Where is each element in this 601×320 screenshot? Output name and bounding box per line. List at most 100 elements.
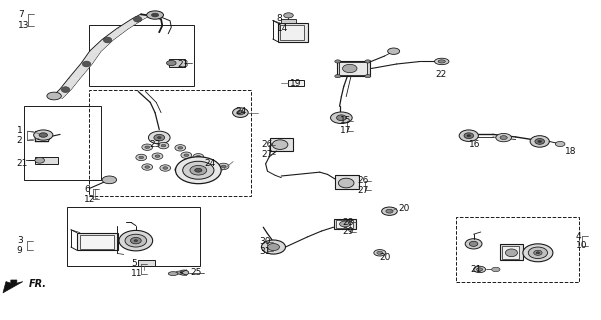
Text: 10: 10 [576,241,587,250]
Text: 26: 26 [358,176,369,185]
Ellipse shape [343,64,357,73]
Ellipse shape [35,157,44,163]
Ellipse shape [175,145,186,151]
Polygon shape [51,90,71,99]
Ellipse shape [82,61,91,67]
Ellipse shape [386,209,393,213]
Ellipse shape [374,250,386,256]
Ellipse shape [340,221,350,227]
Ellipse shape [534,250,542,255]
Polygon shape [90,40,113,51]
Polygon shape [132,14,152,19]
Ellipse shape [139,156,144,159]
Bar [270,138,293,151]
Ellipse shape [142,144,153,150]
Ellipse shape [147,11,163,19]
Ellipse shape [161,144,166,147]
Ellipse shape [103,37,112,43]
Text: 27: 27 [358,186,369,195]
Ellipse shape [337,115,346,121]
Ellipse shape [335,75,341,78]
Text: 23: 23 [149,140,160,149]
Ellipse shape [61,87,70,92]
Ellipse shape [181,152,192,158]
Ellipse shape [205,166,216,172]
Text: 9: 9 [17,246,23,255]
Ellipse shape [178,168,183,171]
Ellipse shape [168,272,178,276]
Polygon shape [69,64,92,78]
Ellipse shape [365,60,371,63]
Text: 4: 4 [576,232,581,241]
Text: 7: 7 [18,10,24,19]
Ellipse shape [535,139,545,144]
Text: 13: 13 [18,21,29,30]
Ellipse shape [237,110,244,115]
Ellipse shape [505,249,517,257]
Ellipse shape [382,207,397,215]
Ellipse shape [335,60,341,63]
Ellipse shape [190,167,201,173]
Ellipse shape [184,154,189,156]
Ellipse shape [284,13,293,18]
Polygon shape [60,78,80,90]
Ellipse shape [218,163,229,170]
Text: 15: 15 [340,116,351,125]
Ellipse shape [377,251,383,254]
Ellipse shape [467,135,471,137]
Polygon shape [3,280,23,293]
Bar [35,157,58,164]
Text: 6: 6 [84,185,90,194]
Text: 22: 22 [436,70,447,79]
Bar [169,59,185,67]
Ellipse shape [160,165,171,171]
Ellipse shape [196,156,201,158]
Bar [456,217,579,282]
Ellipse shape [134,240,138,242]
Ellipse shape [183,161,214,179]
Ellipse shape [528,247,548,259]
Ellipse shape [500,136,507,140]
Ellipse shape [530,136,549,147]
Text: 24: 24 [204,159,216,168]
Bar [77,233,118,250]
Ellipse shape [39,133,47,137]
Ellipse shape [267,244,279,251]
Ellipse shape [338,178,354,188]
Ellipse shape [175,166,186,173]
Text: 23: 23 [177,60,189,69]
Ellipse shape [438,60,445,63]
Text: 20: 20 [380,253,391,262]
Bar [336,220,353,228]
Bar [80,235,114,249]
Ellipse shape [163,167,168,169]
Polygon shape [81,51,101,64]
Bar [502,246,519,259]
Text: 11: 11 [131,269,142,278]
Text: 24: 24 [236,108,247,116]
Bar [138,260,155,266]
Ellipse shape [492,267,500,272]
Ellipse shape [157,137,161,139]
Bar [278,23,308,42]
Ellipse shape [331,112,352,124]
Ellipse shape [133,16,142,22]
Text: 14: 14 [276,24,288,33]
Text: 26: 26 [261,140,273,149]
Ellipse shape [148,131,170,144]
Text: 25: 25 [190,268,201,277]
Bar [280,25,304,40]
Ellipse shape [130,237,141,244]
Ellipse shape [193,154,204,160]
Ellipse shape [221,165,226,168]
Ellipse shape [477,268,483,271]
Text: 2: 2 [17,136,22,145]
Polygon shape [117,19,143,29]
Ellipse shape [125,234,147,247]
Ellipse shape [155,155,160,157]
Ellipse shape [34,130,53,140]
Ellipse shape [474,266,486,273]
Ellipse shape [459,130,478,141]
Bar [89,90,251,196]
Text: 1: 1 [17,126,23,135]
